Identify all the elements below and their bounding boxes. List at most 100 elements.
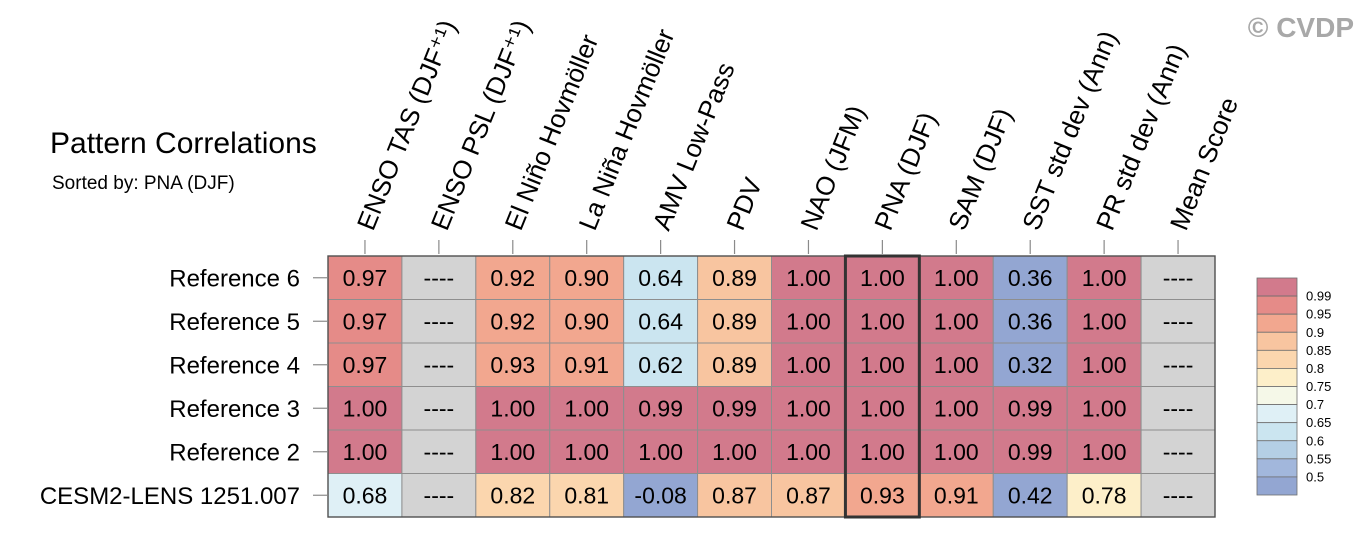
cell-background bbox=[992, 342, 1068, 387]
cell-value: 0.89 bbox=[712, 352, 757, 378]
cell-background bbox=[1140, 342, 1216, 387]
cell-background bbox=[623, 386, 699, 431]
cell-value: 1.00 bbox=[1082, 352, 1127, 378]
heatmap-cell: ---- bbox=[401, 386, 477, 431]
heatmap-grid: 0.97 ---- 0.92 0.90 0.64 0.89 1.00 1.00 1.00 0.36… bbox=[327, 255, 1216, 518]
row-ticks bbox=[313, 277, 327, 496]
heatmap-cell: 1.00 bbox=[475, 429, 551, 474]
heatmap-cell: ---- bbox=[1140, 255, 1216, 300]
cell-value: 1.00 bbox=[934, 352, 979, 378]
cell-background bbox=[475, 342, 551, 387]
heatmap-cell: 1.00 bbox=[1066, 429, 1142, 474]
heatmap-cell: ---- bbox=[401, 429, 477, 474]
colorbar-swatch bbox=[1256, 295, 1298, 315]
cell-background bbox=[475, 299, 551, 344]
heatmap-cell: ---- bbox=[1140, 299, 1216, 344]
heatmap-cell: 0.99 bbox=[992, 386, 1068, 431]
cell-value: -0.08 bbox=[634, 482, 686, 508]
cell-value: 0.81 bbox=[564, 482, 609, 508]
cell-value: 1.00 bbox=[712, 439, 757, 465]
cell-missing-label: ---- bbox=[424, 352, 455, 378]
cell-missing-label: ---- bbox=[1163, 308, 1194, 334]
heatmap-cell: 1.00 bbox=[918, 342, 994, 387]
cell-background bbox=[918, 473, 994, 518]
colorbar-swatch bbox=[1256, 386, 1298, 405]
heatmap-cell: 0.42 bbox=[992, 473, 1068, 518]
cell-value: 1.00 bbox=[786, 352, 831, 378]
cell-value: 0.62 bbox=[638, 352, 683, 378]
cell-value: 1.00 bbox=[1082, 308, 1127, 334]
heatmap-cell: 0.89 bbox=[697, 299, 773, 344]
cvdp-watermark: © CVDP bbox=[1248, 12, 1354, 43]
heatmap-cell: 0.78 bbox=[1066, 473, 1142, 518]
heatmap-cell: 1.00 bbox=[918, 429, 994, 474]
cell-value: 1.00 bbox=[860, 439, 905, 465]
cell-value: 1.00 bbox=[490, 439, 535, 465]
cell-background bbox=[327, 299, 403, 344]
cell-value: 1.00 bbox=[786, 439, 831, 465]
cell-value: 0.89 bbox=[712, 308, 757, 334]
heatmap-cell: 1.00 bbox=[771, 342, 846, 387]
heatmap-cell: 0.90 bbox=[549, 299, 625, 344]
heatmap-cell: 1.00 bbox=[844, 386, 920, 431]
cell-value: 0.64 bbox=[638, 308, 683, 334]
cell-missing-label: ---- bbox=[424, 439, 455, 465]
cell-background bbox=[1066, 299, 1142, 344]
heatmap-cell: 0.82 bbox=[475, 473, 551, 518]
colorbar-level-label: 0.9 bbox=[1306, 325, 1324, 340]
heatmap-cell: 0.68 bbox=[327, 473, 403, 518]
heatmap-cell: ---- bbox=[401, 473, 477, 518]
cell-value: 1.00 bbox=[860, 308, 905, 334]
cell-value: 0.89 bbox=[712, 265, 757, 291]
heatmap-cell: 0.92 bbox=[475, 299, 551, 344]
column-ticks bbox=[364, 240, 1179, 254]
heatmap-cell: 1.00 bbox=[1066, 342, 1142, 387]
cell-missing-label: ---- bbox=[424, 265, 455, 291]
heatmap-cell: 0.97 bbox=[327, 299, 403, 344]
cell-value: 1.00 bbox=[1082, 395, 1127, 421]
cell-background bbox=[1140, 386, 1216, 431]
cell-background bbox=[475, 429, 551, 474]
colorbar-swatch bbox=[1256, 277, 1298, 297]
heatmap-cell: 1.00 bbox=[549, 429, 625, 474]
heatmap-cell: 0.32 bbox=[992, 342, 1068, 387]
grid-frame bbox=[327, 255, 1216, 518]
heatmap-cell: 0.89 bbox=[697, 342, 773, 387]
cell-value: 0.97 bbox=[343, 308, 388, 334]
heatmap-cell: 0.89 bbox=[697, 255, 773, 300]
heatmap-cell: 1.00 bbox=[771, 386, 846, 431]
heatmap-cell: 0.87 bbox=[697, 473, 773, 518]
cell-value: 0.99 bbox=[638, 395, 683, 421]
cell-value: 0.92 bbox=[490, 308, 535, 334]
colorbar: 0.99 0.95 0.9 0.85 0.8 0.75 0.7 0.65 0.6 0.55 0.5 bbox=[1256, 277, 1331, 496]
cell-background bbox=[697, 299, 773, 344]
cell-value: 0.82 bbox=[490, 482, 535, 508]
cell-value: 0.68 bbox=[343, 482, 388, 508]
cell-value: 0.99 bbox=[1008, 439, 1053, 465]
colorbar-swatch bbox=[1256, 313, 1298, 333]
heatmap-cell: 0.97 bbox=[327, 342, 403, 387]
cell-value: 1.00 bbox=[786, 308, 831, 334]
colorbar-level-label: 0.8 bbox=[1306, 361, 1324, 376]
colorbar-swatch bbox=[1256, 458, 1298, 478]
heatmap-cell: 1.00 bbox=[327, 429, 403, 474]
heatmap-cell: ---- bbox=[1140, 429, 1216, 474]
heatmap-cell: 1.00 bbox=[844, 299, 920, 344]
heatmap-cell: 0.87 bbox=[771, 473, 846, 518]
cell-value: 1.00 bbox=[490, 395, 535, 421]
colorbar-level-label: 0.7 bbox=[1306, 397, 1324, 412]
heatmap-cell: ---- bbox=[401, 255, 477, 300]
row-label: Reference 5 bbox=[169, 309, 300, 336]
cell-value: 0.99 bbox=[1008, 395, 1053, 421]
heatmap-cell: 1.00 bbox=[475, 386, 551, 431]
heatmap-cell: 1.00 bbox=[844, 429, 920, 474]
cell-background bbox=[401, 299, 477, 344]
cell-background bbox=[401, 386, 477, 431]
heatmap-cell: 0.99 bbox=[697, 386, 773, 431]
cell-value: 0.87 bbox=[786, 482, 831, 508]
cell-value: 1.00 bbox=[786, 265, 831, 291]
heatmap-cell: 0.91 bbox=[918, 473, 994, 518]
colorbar-level-label: 0.5 bbox=[1306, 469, 1324, 484]
heatmap-cell: 0.93 bbox=[844, 473, 920, 518]
